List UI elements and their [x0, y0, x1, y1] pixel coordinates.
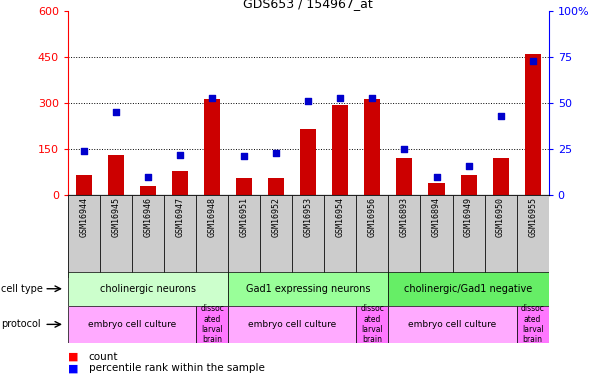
Text: dissoc
ated
larval
brain: dissoc ated larval brain: [360, 304, 384, 345]
Text: cholinergic neurons: cholinergic neurons: [100, 284, 196, 294]
Bar: [100, 195, 132, 278]
Point: [303, 98, 313, 104]
Bar: [388, 306, 517, 343]
Text: GSM16952: GSM16952: [272, 198, 281, 237]
Text: cell type: cell type: [1, 284, 43, 294]
Text: cholinergic/Gad1 negative: cholinergic/Gad1 negative: [404, 284, 533, 294]
Bar: [461, 175, 477, 195]
Bar: [388, 272, 549, 306]
Bar: [108, 155, 124, 195]
Text: embryo cell culture: embryo cell culture: [408, 320, 497, 329]
Bar: [204, 99, 220, 195]
Bar: [421, 195, 453, 278]
Bar: [132, 195, 164, 278]
Text: GSM16950: GSM16950: [496, 198, 505, 237]
Title: GDS653 / 154967_at: GDS653 / 154967_at: [244, 0, 373, 10]
Text: embryo cell culture: embryo cell culture: [248, 320, 336, 329]
Text: ■: ■: [68, 363, 78, 373]
Bar: [365, 99, 381, 195]
Bar: [525, 54, 540, 195]
Point: [496, 113, 505, 119]
Point: [400, 146, 409, 152]
Bar: [428, 183, 444, 195]
Bar: [268, 178, 284, 195]
Point: [208, 94, 217, 100]
Bar: [484, 195, 517, 278]
Bar: [396, 158, 412, 195]
Point: [175, 152, 185, 157]
Bar: [140, 186, 156, 195]
Text: GSM16955: GSM16955: [528, 198, 537, 237]
Text: protocol: protocol: [1, 320, 41, 329]
Point: [79, 148, 88, 154]
Bar: [68, 272, 228, 306]
Point: [528, 58, 537, 64]
Text: dissoc
ated
larval
brain: dissoc ated larval brain: [200, 304, 224, 345]
Bar: [228, 272, 388, 306]
Text: GSM16945: GSM16945: [112, 198, 120, 237]
Bar: [164, 195, 196, 278]
Bar: [228, 306, 356, 343]
Bar: [453, 195, 484, 278]
Text: GSM16944: GSM16944: [80, 198, 88, 237]
Text: GSM16947: GSM16947: [176, 198, 185, 237]
Text: GSM16953: GSM16953: [304, 198, 313, 237]
Bar: [68, 306, 196, 343]
Text: GSM16946: GSM16946: [143, 198, 152, 237]
Point: [432, 174, 441, 180]
Bar: [236, 178, 252, 195]
Bar: [517, 195, 549, 278]
Bar: [292, 195, 325, 278]
Point: [464, 163, 473, 169]
Bar: [260, 195, 292, 278]
Point: [143, 174, 153, 180]
Point: [271, 150, 281, 156]
Bar: [300, 129, 316, 195]
Point: [240, 153, 249, 159]
Text: percentile rank within the sample: percentile rank within the sample: [88, 363, 264, 373]
Point: [368, 94, 377, 100]
Bar: [332, 105, 348, 195]
Text: embryo cell culture: embryo cell culture: [88, 320, 176, 329]
Text: ■: ■: [68, 352, 78, 362]
Bar: [228, 195, 260, 278]
Bar: [68, 195, 100, 278]
Bar: [196, 195, 228, 278]
Bar: [76, 175, 92, 195]
Text: GSM16894: GSM16894: [432, 198, 441, 237]
Bar: [356, 306, 388, 343]
Text: GSM16956: GSM16956: [368, 198, 377, 237]
Text: count: count: [88, 352, 118, 362]
Text: GSM16893: GSM16893: [400, 198, 409, 237]
Text: GSM16954: GSM16954: [336, 198, 345, 237]
Bar: [196, 306, 228, 343]
Bar: [388, 195, 421, 278]
Text: GSM16949: GSM16949: [464, 198, 473, 237]
Point: [336, 94, 345, 100]
Text: GSM16948: GSM16948: [208, 198, 217, 237]
Bar: [172, 171, 188, 195]
Bar: [356, 195, 388, 278]
Text: GSM16951: GSM16951: [240, 198, 248, 237]
Bar: [517, 306, 549, 343]
Text: dissoc
ated
larval
brain: dissoc ated larval brain: [521, 304, 545, 345]
Text: Gad1 expressing neurons: Gad1 expressing neurons: [246, 284, 371, 294]
Point: [111, 110, 121, 116]
Bar: [493, 158, 509, 195]
Bar: [324, 195, 356, 278]
